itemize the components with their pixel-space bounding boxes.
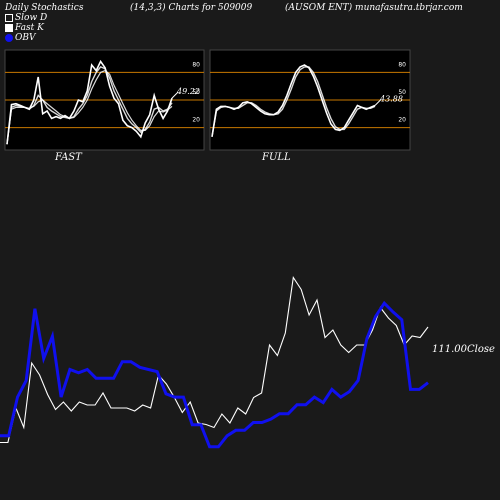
- fast-y-tick-80: 80: [192, 61, 200, 68]
- legend-swatch-obv: [5, 33, 13, 42]
- full-stochastic-panel: 20 50 80 43.88: [209, 49, 411, 151]
- legend-obv: OBV: [5, 33, 36, 43]
- full-last-value-label: 43.88: [379, 95, 403, 104]
- close-series-line: [0, 275, 429, 444]
- full-y-tick-50: 50: [398, 89, 406, 96]
- fast-y-tick-20: 20: [192, 117, 200, 124]
- legend-swatch-fast-k: [5, 23, 13, 32]
- fast-last-value-leader: [171, 91, 179, 99]
- full-last-value-leader: [374, 99, 382, 106]
- chart-title-mid: (14,3,3) Charts for 509009: [130, 3, 253, 13]
- full-series-line-1: [211, 64, 376, 137]
- chart-title-right: (AUSOM ENT) munafasutra.tbrjar.com: [285, 3, 463, 13]
- legend-slow-d: Slow D: [5, 13, 47, 23]
- legend-obv-label: OBV: [15, 33, 36, 43]
- legend-swatch-slow-d: [5, 13, 13, 22]
- fast-panel-title: FAST: [55, 152, 82, 163]
- legend-slow-d-label: Slow D: [15, 13, 48, 23]
- close-last-value-label: 111.00Close: [432, 344, 495, 355]
- full-y-tick-20: 20: [398, 117, 406, 124]
- legend-fast-k-label: Fast K: [15, 23, 44, 33]
- obv-series-line: [0, 300, 429, 449]
- full-series-line-2: [211, 66, 376, 137]
- fast-series-line-1: [6, 59, 173, 145]
- price-obv-panel: 111.00Close: [0, 275, 495, 449]
- fast-series-line-3: [6, 69, 173, 145]
- chart-title-left: Daily Stochastics: [5, 3, 84, 13]
- fast-last-value-label: 49.22: [176, 87, 200, 96]
- fast-stochastic-panel: 20 50 80 49.22: [4, 49, 205, 151]
- full-panel-title: FULL: [262, 152, 291, 163]
- full-y-tick-80: 80: [398, 61, 406, 68]
- legend-fast-k: Fast K: [5, 23, 44, 33]
- fast-y-tick-50: 50: [192, 89, 200, 96]
